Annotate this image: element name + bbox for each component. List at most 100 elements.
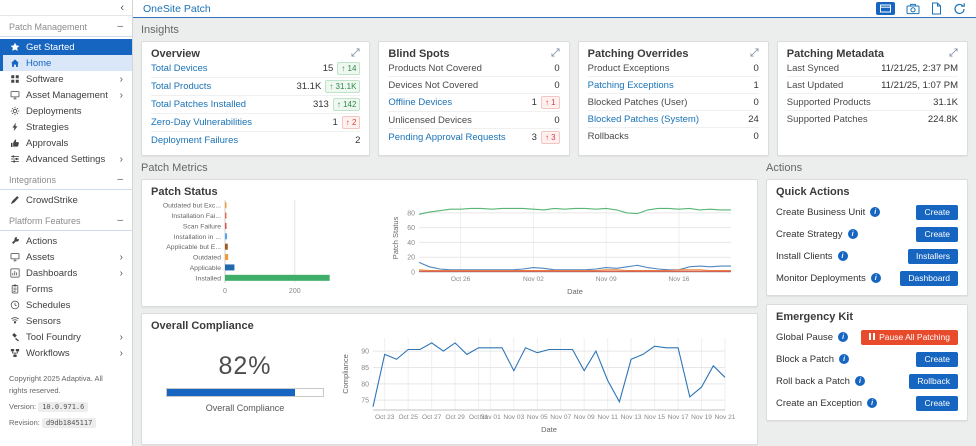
gear-icon: [9, 106, 20, 116]
create-button[interactable]: Create: [916, 351, 958, 367]
info-icon[interactable]: i: [870, 207, 881, 217]
compliance-percent: 82%: [218, 351, 272, 380]
sidebar-item-label: Advanced Settings: [26, 153, 106, 165]
pause-icon: [869, 333, 876, 340]
sidebar-section-header-platform-features[interactable]: Platform Features –: [0, 210, 132, 231]
pause-all-patching-button[interactable]: Pause All Patching: [861, 329, 958, 345]
trend-badge: ↑ 14: [337, 62, 361, 75]
content: Insights Overview Total Devices 15 ↑ 14 Tota…: [133, 18, 976, 446]
stat-link[interactable]: Offline Devices: [388, 97, 453, 108]
sidebar-collapse-icon[interactable]: ‹: [120, 1, 124, 14]
svg-text:Patch Status: Patch Status: [391, 216, 400, 259]
info-icon[interactable]: i: [867, 398, 878, 408]
sidebar-item-asset-management[interactable]: Asset Management ›: [0, 87, 132, 103]
sidebar-item-deployments[interactable]: Deployments: [0, 103, 132, 119]
collapse-minus-icon[interactable]: –: [117, 215, 123, 226]
export-document-icon[interactable]: [931, 2, 942, 15]
expand-icon[interactable]: [551, 48, 560, 57]
thumbs-up-icon: [9, 138, 20, 148]
dashboard-button[interactable]: Dashboard: [900, 270, 958, 286]
bar-scan-failure: [225, 222, 227, 229]
sidebar-item-software[interactable]: Software ›: [0, 71, 132, 87]
refresh-icon[interactable]: [953, 2, 966, 15]
stat-row-products-not-covered: Products Not Covered 0: [388, 60, 560, 77]
create-button[interactable]: Create: [916, 395, 958, 411]
page-title[interactable]: OneSite Patch: [143, 2, 211, 15]
info-icon[interactable]: i: [847, 229, 858, 239]
stat-link[interactable]: Patching Exceptions: [587, 79, 674, 91]
svg-text:40: 40: [407, 240, 415, 247]
copyright-text: Copyright 2025 Adaptiva. All rights rese…: [9, 374, 103, 395]
stat-value: 0: [554, 114, 560, 126]
collapse-minus-icon[interactable]: –: [117, 174, 123, 185]
create-button[interactable]: Create: [916, 226, 958, 242]
sidebar-item-workflows[interactable]: Workflows ›: [0, 345, 132, 361]
stat-row-supported-patches: Supported Patches 224.8K: [787, 111, 958, 128]
info-icon[interactable]: i: [854, 376, 865, 386]
stat-value: 24: [748, 113, 759, 125]
create-button[interactable]: Create: [916, 204, 958, 220]
sidebar-item-crowdstrike[interactable]: CrowdStrike: [0, 192, 132, 208]
stat-row-offline-devices: Offline Devices 1 ↑ 1: [388, 94, 560, 112]
sidebar-item-home[interactable]: Home: [0, 55, 132, 71]
sidebar-section-header-patch-management[interactable]: Patch Management –: [0, 16, 132, 37]
action-row-create-strategy: Create Strategy i Create: [776, 223, 958, 245]
insight-cards: Overview Total Devices 15 ↑ 14 Total Product…: [141, 41, 968, 156]
chevron-right-icon: ›: [119, 267, 123, 279]
expand-icon[interactable]: [750, 48, 759, 57]
sidebar-section-label: Platform Features: [9, 215, 81, 226]
info-icon[interactable]: i: [837, 251, 848, 261]
dashboard-view-icon[interactable]: [876, 2, 895, 15]
stat-link[interactable]: Deployment Failures: [151, 135, 239, 146]
sidebar-item-advanced-settings[interactable]: Advanced Settings ›: [0, 151, 132, 167]
svg-text:Nov 13: Nov 13: [621, 414, 642, 421]
stat-row-total-products: Total Products 31.1K ↑ 31.1K: [151, 78, 361, 96]
svg-text:60: 60: [407, 225, 415, 232]
installers-button[interactable]: Installers: [907, 248, 958, 264]
stat-link[interactable]: Pending Approval Requests: [388, 132, 506, 143]
camera-icon[interactable]: [906, 3, 920, 15]
sidebar-item-sensors[interactable]: Sensors: [0, 313, 132, 329]
sidebar-item-tool-foundry[interactable]: Tool Foundry ›: [0, 329, 132, 345]
stat-label: Last Synced: [786, 62, 840, 74]
stat-row-last-updated: Last Updated 11/21/25, 1:07 PM: [786, 77, 958, 94]
sidebar-item-approvals[interactable]: Approvals: [0, 135, 132, 151]
insights-section-label: Insights: [141, 24, 179, 36]
info-icon[interactable]: i: [838, 332, 849, 342]
stat-value: 11/21/25, 2:37 PM: [881, 62, 958, 74]
collapse-minus-icon[interactable]: –: [117, 21, 123, 32]
sidebar-section-header-integrations[interactable]: Integrations –: [0, 169, 132, 190]
stat-link[interactable]: Zero-Day Vulnerabilities: [151, 117, 253, 128]
sidebar-item-actions[interactable]: Actions: [0, 233, 132, 249]
series-line-blue: [418, 261, 731, 271]
stat-link[interactable]: Total Products: [151, 81, 212, 92]
grid-icon: [9, 74, 20, 84]
stat-link[interactable]: Total Devices: [151, 63, 208, 74]
chevron-right-icon: ›: [119, 347, 123, 359]
expand-icon[interactable]: [949, 48, 958, 57]
sidebar-item-assets[interactable]: Assets ›: [0, 249, 132, 265]
sidebar-item-forms[interactable]: Forms: [0, 281, 132, 297]
stat-value: 1: [753, 79, 759, 91]
sidebar-item-get-started[interactable]: Get Started: [0, 39, 132, 55]
svg-text:Applicable but E...: Applicable but E...: [166, 244, 221, 251]
sidebar-item-label: Tool Foundry: [26, 331, 81, 343]
svg-text:Compliance: Compliance: [341, 354, 350, 394]
expand-icon[interactable]: [351, 48, 360, 57]
compliance-progress-track: [166, 387, 324, 397]
insight-card-patching-metadata: Patching Metadata Last Synced 11/21/25, 2:…: [776, 41, 968, 156]
sidebar-item-schedules[interactable]: Schedules: [0, 297, 132, 313]
info-icon[interactable]: i: [870, 273, 881, 283]
svg-text:20: 20: [407, 255, 415, 262]
stat-link[interactable]: Blocked Patches (System): [587, 113, 700, 125]
rollback-button[interactable]: Rollback: [909, 373, 958, 389]
stat-link[interactable]: Total Patches Installed: [151, 99, 247, 110]
sidebar-item-strategies[interactable]: Strategies: [0, 119, 132, 135]
topbar: OneSite Patch: [133, 0, 976, 18]
stat-row-unlicensed-devices: Unlicensed Devices 0: [388, 112, 560, 129]
sidebar-item-dashboards[interactable]: Dashboards ›: [0, 265, 132, 281]
sidebar-item-label: Strategies: [26, 121, 69, 133]
info-icon[interactable]: i: [839, 354, 850, 364]
sidebar-footer: Copyright 2025 Adaptiva. All rights rese…: [0, 363, 132, 439]
